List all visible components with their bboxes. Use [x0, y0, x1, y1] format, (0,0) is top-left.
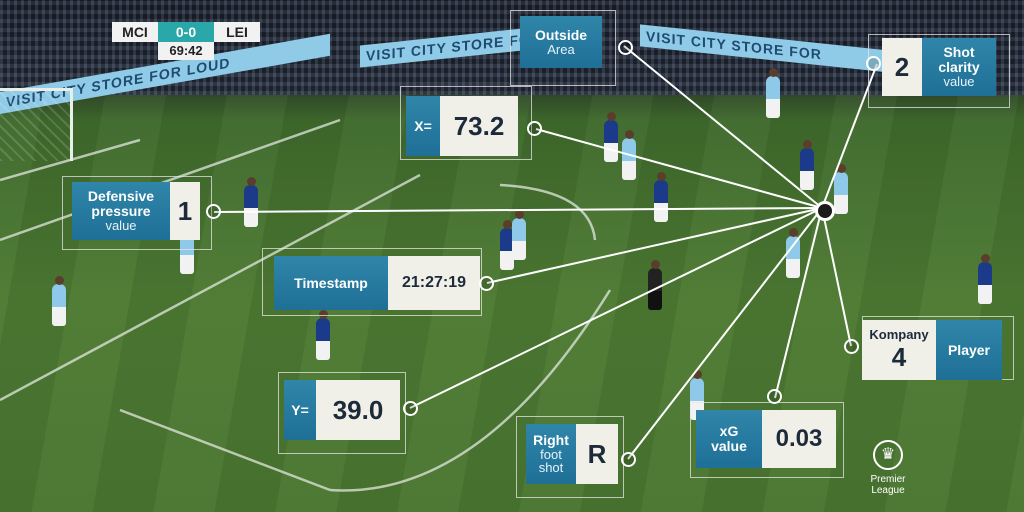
foot-line1: Right [533, 432, 569, 449]
foot-line3: shot [538, 460, 564, 476]
shot-clarity-dot [866, 56, 881, 71]
shot-clarity-value: 2 [882, 38, 922, 96]
player-figure [622, 130, 636, 180]
x-coordinate-label: X= [414, 117, 432, 134]
player-figure [766, 68, 780, 118]
xg-line1: xG [719, 423, 739, 440]
timestamp-dot [479, 276, 494, 291]
outside-area-dot [618, 40, 633, 55]
player-figure [834, 164, 848, 214]
player-label: Player [947, 341, 991, 358]
outside-area-line2: Area [547, 41, 575, 57]
y-coordinate-label: Y= [291, 401, 309, 418]
x-coordinate-value: 73.2 [440, 96, 518, 156]
player-figure [800, 140, 814, 190]
score: 0-0 [158, 22, 214, 42]
defensive-pressure-card: Defensive pressure value 1 [72, 182, 200, 240]
shot-clarity-line3: value [943, 73, 975, 89]
away-team: LEI [214, 22, 260, 42]
defensive-pressure-line2: pressure [91, 203, 151, 220]
premier-league-logo: ♛ Premier League [858, 440, 918, 510]
foot-value: R [576, 424, 618, 484]
foot-line2: foot [540, 446, 562, 462]
timestamp-label: Timestamp [294, 274, 368, 291]
player-dot [844, 339, 859, 354]
defensive-pressure-dot [206, 204, 221, 219]
shot-clarity-card: 2 Shot clarity value [882, 38, 996, 96]
x-coordinate-dot [527, 121, 542, 136]
logo-line2: League [871, 485, 905, 496]
xg-value: 0.03 [762, 410, 836, 468]
card-frame [510, 10, 616, 86]
defensive-pressure-line1: Defensive [87, 188, 155, 205]
card-frame [868, 34, 1010, 108]
shot-clarity-line1: Shot [943, 44, 975, 61]
xg-card: xG value 0.03 [696, 410, 836, 468]
foot-card: Right foot shot R [526, 424, 618, 484]
player-figure [512, 210, 526, 260]
player-figure [316, 310, 330, 360]
timestamp-card: Timestamp 21:27:19 [274, 256, 480, 310]
player-card: Kompany 4 Player [862, 320, 1002, 380]
home-team: MCI [112, 22, 158, 42]
y-coordinate-card: Y= 39.0 [284, 380, 400, 440]
defensive-pressure-line3: value [105, 217, 137, 233]
timestamp-value: 21:27:19 [388, 256, 480, 310]
player-figure [690, 370, 704, 420]
y-coordinate-value: 39.0 [316, 380, 400, 440]
defensive-pressure-value: 1 [170, 182, 200, 240]
goal-net [0, 88, 73, 161]
player-identity: Kompany 4 [862, 320, 936, 380]
logo-line1: Premier [870, 474, 906, 485]
scoreboard: MCI 0-0 LEI 69:42 [112, 22, 260, 60]
x-coordinate-card: X= 73.2 [406, 96, 518, 156]
card-frame [690, 402, 844, 478]
xg-line2: value [711, 438, 747, 454]
player-figure [654, 172, 668, 222]
outside-area-line1: Outside [534, 26, 588, 43]
player-name: Kompany [869, 327, 929, 342]
foot-dot [621, 452, 636, 467]
player-figure [978, 254, 992, 304]
xg-dot [767, 389, 782, 404]
match-clock: 69:42 [158, 42, 214, 60]
lion-crest-icon: ♛ [873, 440, 903, 470]
player-figure [52, 276, 66, 326]
shot-clarity-line2: clarity [938, 59, 980, 76]
player-figure [500, 220, 514, 270]
y-coordinate-dot [403, 401, 418, 416]
player-figure [786, 228, 800, 278]
outside-area-card: Outside Area [520, 16, 602, 68]
player-number: 4 [891, 342, 907, 372]
shot-location-marker [815, 201, 835, 221]
player-figure [244, 177, 258, 227]
